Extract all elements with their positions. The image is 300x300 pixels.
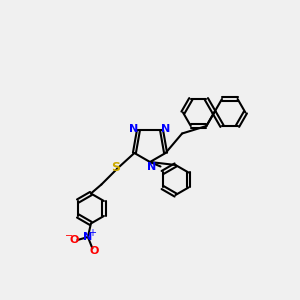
Text: N: N — [161, 124, 171, 134]
Text: N: N — [129, 124, 139, 134]
Text: N: N — [147, 161, 156, 172]
Text: O: O — [69, 235, 79, 245]
Text: +: + — [88, 228, 96, 239]
Text: N: N — [83, 232, 92, 242]
Text: O: O — [89, 246, 99, 256]
Text: −: − — [65, 231, 73, 242]
Text: S: S — [111, 161, 120, 174]
